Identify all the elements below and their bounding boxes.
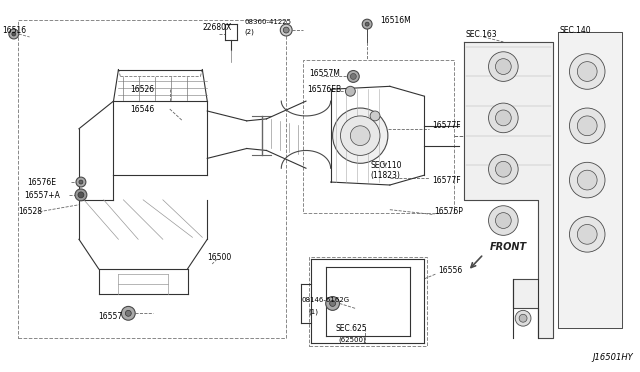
Circle shape [570, 108, 605, 144]
Text: SEC.110: SEC.110 [370, 161, 402, 170]
Circle shape [75, 189, 87, 201]
Text: SEC.163: SEC.163 [466, 29, 497, 39]
Circle shape [326, 296, 339, 310]
Circle shape [365, 22, 369, 26]
Text: 16516: 16516 [2, 26, 26, 35]
Text: 16576EB: 16576EB [307, 85, 341, 94]
Circle shape [577, 224, 597, 244]
Text: (2): (2) [244, 29, 255, 35]
Text: 16557+A: 16557+A [25, 191, 61, 201]
Text: 16577F: 16577F [432, 176, 461, 185]
Text: 16556: 16556 [438, 266, 463, 275]
Circle shape [577, 116, 597, 136]
Circle shape [340, 116, 380, 155]
Circle shape [333, 108, 388, 163]
Text: 16528: 16528 [18, 207, 42, 216]
Circle shape [330, 301, 335, 307]
Circle shape [280, 24, 292, 36]
Text: (1): (1) [308, 308, 318, 315]
Text: 08146-6162G: 08146-6162G [301, 298, 349, 304]
Circle shape [78, 192, 84, 198]
Circle shape [488, 206, 518, 235]
Text: 16526: 16526 [131, 85, 154, 94]
Bar [18, 20, 286, 338]
Polygon shape [557, 32, 622, 328]
Circle shape [9, 29, 19, 39]
Circle shape [362, 19, 372, 29]
Text: 16516M: 16516M [380, 16, 411, 25]
Bar [303, 60, 454, 213]
Circle shape [495, 161, 511, 177]
Circle shape [488, 103, 518, 133]
Text: 16500: 16500 [207, 253, 232, 262]
Circle shape [488, 154, 518, 184]
Circle shape [350, 74, 356, 79]
Circle shape [122, 307, 135, 320]
Circle shape [125, 310, 131, 316]
Text: 08360-41225: 08360-41225 [244, 19, 292, 25]
Text: FRONT: FRONT [490, 242, 527, 252]
Circle shape [570, 162, 605, 198]
Circle shape [350, 126, 370, 145]
Text: 16546: 16546 [131, 105, 154, 113]
Circle shape [577, 62, 597, 81]
Text: 22680X: 22680X [202, 23, 232, 32]
Circle shape [346, 86, 355, 96]
Circle shape [519, 314, 527, 322]
Text: 16577F: 16577F [432, 121, 461, 130]
Circle shape [515, 310, 531, 326]
Circle shape [348, 71, 359, 82]
Circle shape [370, 111, 380, 121]
Circle shape [76, 177, 86, 187]
Circle shape [570, 54, 605, 89]
Circle shape [495, 213, 511, 228]
Text: 16576E: 16576E [28, 177, 56, 186]
Text: 16557M: 16557M [309, 69, 340, 78]
Circle shape [577, 170, 597, 190]
Circle shape [570, 217, 605, 252]
Circle shape [284, 27, 289, 33]
Text: SEC.625: SEC.625 [335, 324, 367, 333]
Circle shape [12, 32, 16, 36]
Text: 16576P: 16576P [435, 207, 463, 216]
Circle shape [495, 59, 511, 74]
Polygon shape [464, 42, 553, 338]
Circle shape [488, 52, 518, 81]
Text: (11823): (11823) [370, 171, 400, 180]
Text: J16501HY: J16501HY [592, 353, 633, 362]
Text: 16557: 16557 [99, 312, 123, 321]
Circle shape [495, 110, 511, 126]
Bar [309, 257, 428, 346]
Circle shape [79, 180, 83, 184]
Text: (62500): (62500) [339, 337, 366, 343]
Text: SEC.140: SEC.140 [559, 26, 591, 35]
